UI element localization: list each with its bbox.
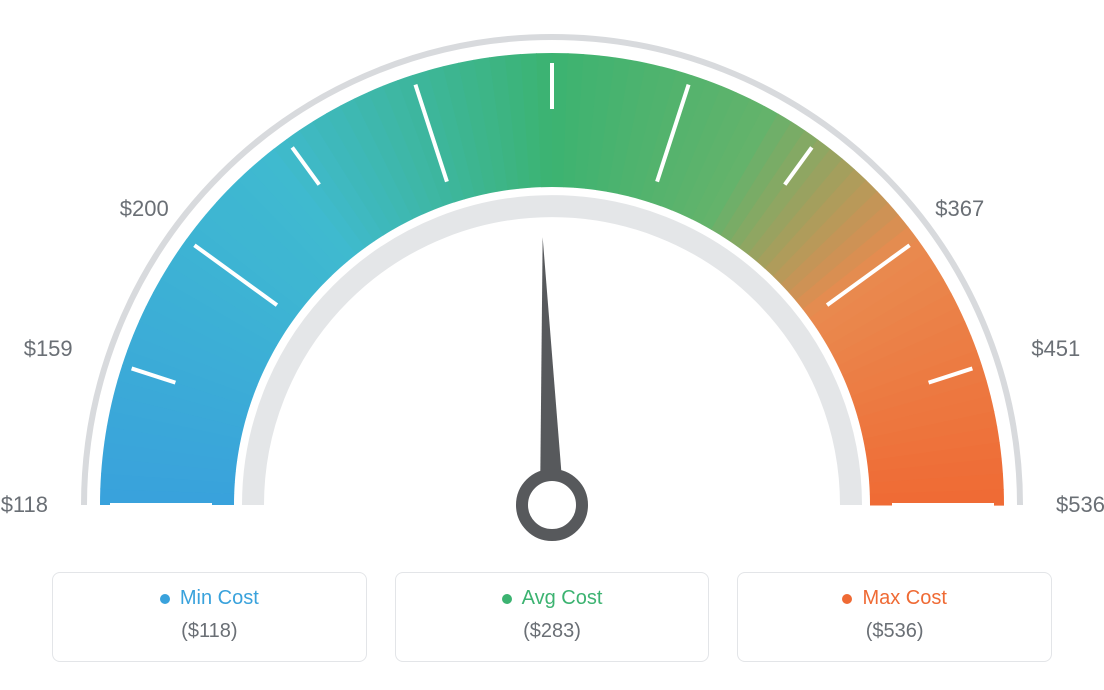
- gauge-tick-label: $200: [120, 196, 169, 222]
- legend-label-min: Min Cost: [180, 587, 259, 610]
- legend-card-avg: Avg Cost ($283): [395, 572, 710, 662]
- legend-value-avg: ($283): [408, 620, 697, 643]
- gauge-chart: $118 $159 $200 $283 $367 $451 $536: [0, 0, 1104, 560]
- gauge-svg: [0, 0, 1104, 560]
- gauge-tick-label: $367: [935, 196, 984, 222]
- legend-label-avg: Avg Cost: [522, 587, 603, 610]
- legend-row: Min Cost ($118) Avg Cost ($283) Max Cost…: [52, 572, 1052, 662]
- gauge-tick-label: $283: [528, 0, 577, 1]
- gauge-tick-label: $159: [24, 336, 73, 362]
- gauge-tick-label: $451: [1031, 336, 1080, 362]
- dot-max: [842, 594, 852, 604]
- dot-avg: [502, 594, 512, 604]
- legend-label-max: Max Cost: [862, 587, 946, 610]
- legend-value-min: ($118): [65, 620, 354, 643]
- dot-min: [160, 594, 170, 604]
- legend-card-max: Max Cost ($536): [737, 572, 1052, 662]
- legend-card-min: Min Cost ($118): [52, 572, 367, 662]
- gauge-tick-label: $536: [1056, 492, 1104, 518]
- legend-value-max: ($536): [750, 620, 1039, 643]
- gauge-tick-label: $118: [1, 492, 48, 518]
